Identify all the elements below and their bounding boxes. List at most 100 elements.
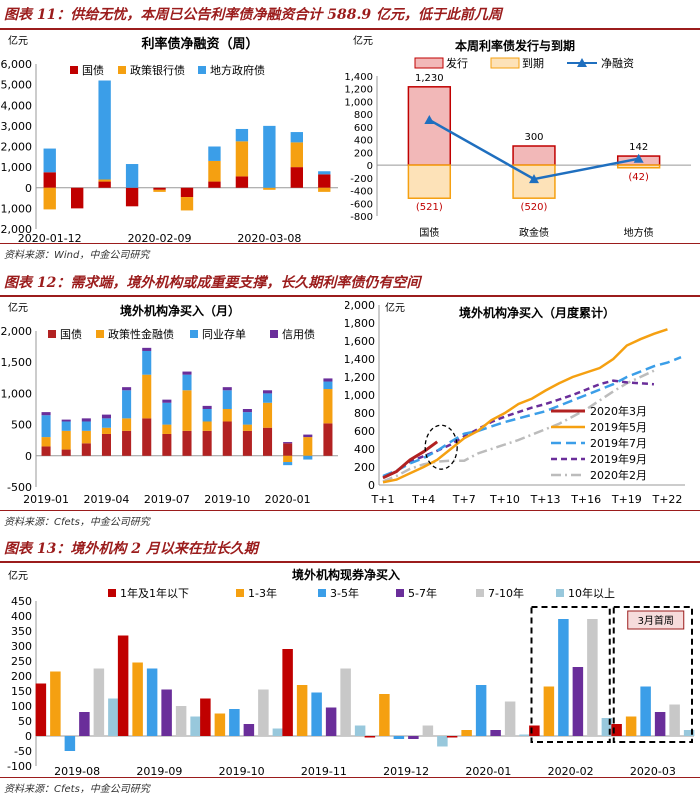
bar-maturity (616, 164, 661, 169)
bar-同业存单 (41, 415, 51, 438)
bar-国债 (98, 181, 111, 188)
x-tick-label: T+1 (371, 493, 395, 506)
y-tick-label: -2,000 (0, 223, 32, 236)
fig12-source: 资料来源：Cfets，中金公司研究 (4, 517, 150, 528)
bar-7-10年 (258, 689, 269, 736)
bar-政策性金融债 (242, 424, 252, 431)
bar-政策性金融债 (162, 424, 172, 434)
bar-信用债 (162, 399, 172, 403)
bar-政策性金融债 (61, 430, 71, 450)
legend-label: 2019年9月 (590, 452, 647, 466)
x-tick-label: T+10 (489, 493, 520, 506)
bar-政策性金融债 (81, 430, 91, 444)
bar-政策性金融债 (142, 374, 152, 419)
bar-信用债 (182, 371, 192, 375)
bar-信用债 (61, 419, 71, 422)
data-label-issue: 1,230 (415, 73, 444, 84)
fig11-title-rule (0, 28, 700, 30)
y-tick-label: 250 (11, 655, 32, 668)
y-tick-label: -800 (350, 212, 373, 223)
y-tick-label: 350 (11, 625, 32, 638)
data-label-maturity: (521) (416, 202, 443, 213)
bar-政策性金融债 (283, 455, 293, 463)
legend-label: 2020年2月 (590, 468, 647, 482)
bar-信用债 (202, 405, 212, 409)
legend-swatch (318, 589, 326, 597)
bar-地方政府债 (43, 148, 56, 173)
x-tick-label: T+13 (530, 493, 561, 506)
y-tick-label: 2,000 (1, 325, 33, 338)
bar-1年及1年以下 (282, 649, 293, 736)
y-tick-label: -600 (350, 199, 373, 210)
bar-10年以上 (683, 730, 695, 736)
y-tick-label: 0 (368, 479, 375, 492)
bar-1年及1年以下 (200, 698, 211, 736)
bar-10年以上 (519, 734, 530, 736)
bar-政策性金融债 (202, 421, 212, 431)
bar-1年及1年以下 (611, 724, 622, 736)
annotation-box (627, 610, 685, 630)
y-tick-label: 5,000 (1, 79, 33, 92)
legend-swatch (48, 330, 56, 338)
legend-swatch (270, 330, 278, 338)
fig12-source-rule (0, 510, 700, 511)
bar-信用债 (101, 414, 111, 419)
chart-c12b: 亿元 境外机构净买入（月度累计） 0 200 400 600 800 1,000 1,200 1,… (345, 299, 685, 506)
legend-label: 2019年5月 (590, 420, 647, 434)
bar-10年以上 (601, 718, 613, 736)
fig11-source-rule (0, 243, 700, 244)
bar-issue (512, 145, 556, 166)
bar-国债 (235, 176, 249, 188)
bar-政策银行债 (208, 160, 221, 182)
net-marker (529, 174, 539, 184)
y-tick-label: 0 (25, 730, 32, 743)
legend-swatch (396, 589, 404, 597)
bar-政策性金融债 (122, 418, 132, 431)
bar-3-5年 (475, 685, 487, 736)
y-tick-label: 200 (354, 148, 373, 159)
y-tick-label: -400 (350, 187, 373, 198)
bar-国债 (222, 421, 232, 456)
bar-7-10年 (504, 701, 516, 736)
y-tick-label: 1,800 (345, 317, 375, 330)
highlight-circle (424, 424, 458, 470)
legend-label: 5-7年 (408, 586, 437, 600)
bar-1年及1年以下 (364, 736, 376, 738)
bar-信用债 (81, 418, 91, 422)
legend-label: 同业存单 (202, 327, 246, 341)
bar-政策性金融债 (263, 402, 273, 428)
bar-国债 (182, 430, 192, 456)
y-tick-label: 1,400 (345, 353, 375, 366)
bar-3-5年 (146, 668, 158, 736)
bar-1-3年 (132, 662, 143, 736)
bar-国债 (101, 433, 111, 456)
bar-政策性金融债 (101, 427, 111, 434)
x-tick-label: T+4 (411, 493, 435, 506)
fig11-source: 资料来源：Wind，中金公司研究 (4, 250, 150, 261)
unit-label: 亿元 (385, 301, 405, 314)
y-tick-label: -100 (7, 760, 32, 773)
x-tick-label: 2020-02-09 (128, 232, 192, 242)
legend-swatch (96, 330, 104, 338)
bar-10年以上 (190, 716, 201, 736)
bar-国债 (318, 174, 331, 188)
legend-swatch (70, 66, 78, 74)
y-tick-label: 1,500 (1, 356, 33, 369)
bar-同业存单 (323, 381, 333, 390)
legend-label: 政策性金融债 (108, 327, 174, 341)
unit-label: 亿元 (8, 34, 28, 47)
x-tick-label: 2019-09 (136, 765, 182, 776)
x-tick-label: 2019-04 (83, 493, 129, 506)
y-tick-label: 0 (25, 450, 32, 463)
bar-1-3年 (379, 694, 390, 736)
bar-地方政府债 (125, 164, 139, 188)
bar-5-7年 (408, 736, 419, 739)
highlight-box (530, 606, 611, 743)
bar-地方政府债 (98, 80, 111, 180)
x-tick-label: 2019-10 (219, 765, 265, 776)
bar-国债 (208, 181, 221, 188)
y-tick-label: 1,000 (1, 387, 33, 400)
bar-10年以上 (108, 698, 119, 736)
y-tick-label: 600 (354, 123, 373, 134)
bar-1-3年 (296, 685, 308, 736)
